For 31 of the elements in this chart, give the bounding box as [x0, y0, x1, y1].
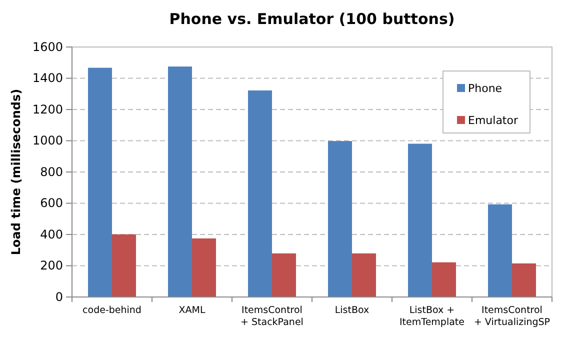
bar [352, 253, 376, 297]
bar [112, 234, 136, 297]
bar [168, 66, 192, 297]
y-axis-title: Load time (milliseconds) [9, 88, 23, 256]
x-tick-label: code-behind [82, 305, 142, 316]
bar [328, 141, 352, 297]
legend-label: Emulator [468, 114, 518, 127]
bar [432, 262, 456, 297]
chart-title: Phone vs. Emulator (100 buttons) [169, 10, 455, 28]
bar [488, 204, 512, 297]
x-tick-label: ItemsControl + StackPanel [240, 305, 304, 328]
x-tick-label: ListBox [334, 305, 370, 316]
legend-label: Phone [468, 82, 502, 95]
y-tick-label: 1200 [32, 102, 63, 116]
bar [272, 253, 296, 297]
bar [192, 238, 216, 297]
y-tick-label: 400 [40, 227, 63, 242]
bar [512, 263, 536, 297]
y-tick-label: 200 [40, 258, 63, 273]
x-tick-label: XAML [178, 305, 206, 316]
y-tick-label: 800 [40, 164, 63, 179]
bar [248, 90, 272, 297]
y-tick-label: 1600 [32, 40, 63, 54]
bar [408, 144, 432, 297]
y-tick-label: 0 [55, 290, 63, 304]
y-tick-label: 1400 [32, 71, 63, 86]
bar [88, 68, 112, 297]
y-tick-label: 600 [40, 196, 63, 210]
x-tick-label: ItemsControl + VirtualizingSP [474, 305, 550, 328]
y-tick-label: 1000 [32, 134, 63, 148]
x-tick-label: ListBox + ItemTemplate [400, 305, 465, 328]
